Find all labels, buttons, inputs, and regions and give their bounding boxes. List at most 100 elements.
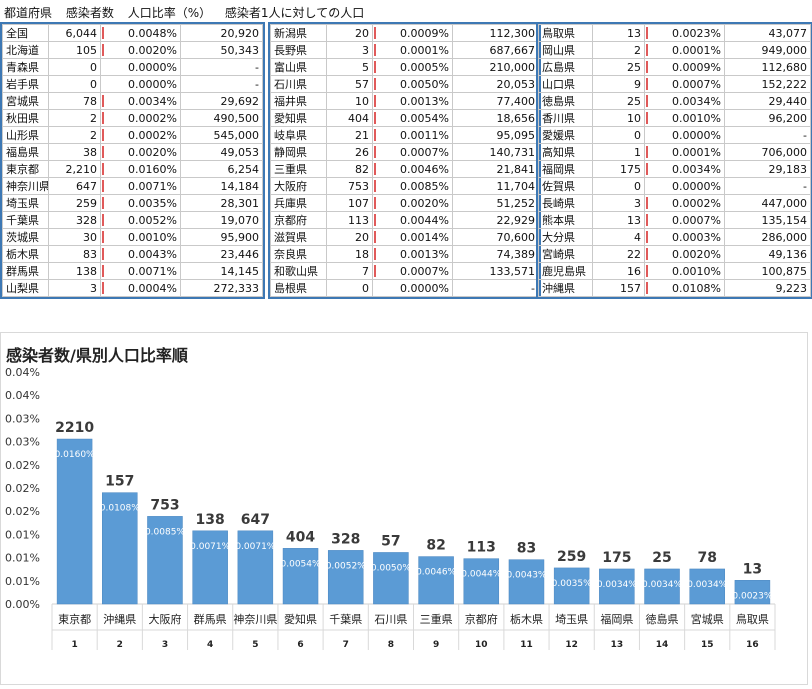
rank-label: 8 bbox=[388, 640, 394, 650]
rate-text: 0.0054% bbox=[400, 111, 449, 125]
people-per-case: 18,656 bbox=[452, 109, 539, 127]
infection-count: 13 bbox=[592, 211, 645, 229]
table-row: 愛媛県 0 0.0000% - bbox=[538, 126, 811, 144]
prefecture-name: 石川県 bbox=[270, 75, 327, 93]
rank-label: 15 bbox=[701, 640, 714, 650]
prefecture-name: 岡山県 bbox=[538, 41, 593, 59]
y-tick-label: 0.04% bbox=[5, 366, 40, 379]
category-label: 栃木県 bbox=[510, 612, 543, 626]
rate-text: 0.0001% bbox=[672, 145, 721, 159]
population-rate: 0.0054% bbox=[372, 109, 453, 127]
count-label: 57 bbox=[381, 533, 400, 549]
rate-databar bbox=[646, 27, 648, 39]
table-row: 京都府 113 0.0044% 22,929 bbox=[270, 211, 539, 229]
population-rate: 0.0009% bbox=[372, 24, 453, 42]
prefecture-name: 青森県 bbox=[2, 58, 49, 76]
population-rate: 0.0000% bbox=[372, 279, 453, 297]
prefecture-name: 神奈川県 bbox=[2, 177, 49, 195]
rate-text: 0.0011% bbox=[400, 128, 449, 142]
rate-text: 0.0048% bbox=[128, 26, 177, 40]
infection-count: 25 bbox=[592, 92, 645, 110]
population-rate: 0.0034% bbox=[644, 92, 725, 110]
rate-text: 0.0052% bbox=[128, 213, 177, 227]
category-label: 石川県 bbox=[374, 613, 407, 626]
prefecture-name: 熊本県 bbox=[538, 211, 593, 229]
rank-label: 2 bbox=[117, 640, 123, 650]
category-label: 福岡県 bbox=[600, 612, 633, 626]
rate-text: 0.0085% bbox=[400, 179, 449, 193]
header-rate: 人口比率（%） bbox=[127, 6, 212, 20]
rate-text: 0.0034% bbox=[128, 94, 177, 108]
rate-databar bbox=[646, 265, 648, 277]
prefecture-name: 千葉県 bbox=[2, 211, 49, 229]
table-row: 富山県 5 0.0005% 210,000 bbox=[270, 58, 539, 76]
prefecture-name: 秋田県 bbox=[2, 109, 49, 127]
population-rate: 0.0013% bbox=[372, 92, 453, 110]
prefecture-name: 和歌山県 bbox=[270, 262, 327, 280]
prefecture-name: 兵庫県 bbox=[270, 194, 327, 212]
people-per-case: 286,000 bbox=[724, 228, 811, 246]
bar bbox=[734, 580, 771, 605]
rate-text: 0.0009% bbox=[672, 60, 721, 74]
rate-text: 0.0034% bbox=[672, 162, 721, 176]
rate-databar bbox=[102, 129, 104, 141]
population-rate: 0.0014% bbox=[372, 228, 453, 246]
population-rate: 0.0020% bbox=[100, 41, 181, 59]
table-row: 大分県 4 0.0003% 286,000 bbox=[538, 228, 811, 246]
value-label: 0.0023% bbox=[732, 591, 772, 601]
people-per-case: 447,000 bbox=[724, 194, 811, 212]
people-per-case: - bbox=[180, 75, 263, 93]
value-label: 0.0044% bbox=[461, 570, 501, 580]
prefecture-name: 宮城県 bbox=[2, 92, 49, 110]
people-per-case: 74,389 bbox=[452, 245, 539, 263]
table-row: 大阪府 753 0.0085% 11,704 bbox=[270, 177, 539, 195]
table-row: 埼玉県 259 0.0035% 28,301 bbox=[2, 194, 263, 212]
rate-databar bbox=[646, 163, 648, 175]
rate-text: 0.0010% bbox=[672, 264, 721, 278]
table-row: 山形県 2 0.0002% 545,000 bbox=[2, 126, 263, 144]
rate-databar bbox=[646, 146, 648, 158]
table-row: 鳥取県 13 0.0023% 43,077 bbox=[538, 24, 811, 42]
infection-count: 404 bbox=[326, 109, 373, 127]
people-per-case: 29,183 bbox=[724, 160, 811, 178]
population-rate: 0.0010% bbox=[100, 228, 181, 246]
population-rate: 0.0044% bbox=[372, 211, 453, 229]
prefecture-name: 北海道 bbox=[2, 41, 49, 59]
infection-count: 26 bbox=[326, 143, 373, 161]
infection-count: 38 bbox=[48, 143, 101, 161]
population-rate: 0.0007% bbox=[372, 143, 453, 161]
rate-databar bbox=[102, 146, 104, 158]
population-rate: 0.0001% bbox=[372, 41, 453, 59]
table-row: 秋田県 2 0.0002% 490,500 bbox=[2, 109, 263, 127]
table-row: 奈良県 18 0.0013% 74,389 bbox=[270, 245, 539, 263]
infection-count: 175 bbox=[592, 160, 645, 178]
value-label: 0.0035% bbox=[552, 579, 592, 589]
table-row: 栃木県 83 0.0043% 23,446 bbox=[2, 245, 263, 263]
people-per-case: - bbox=[180, 58, 263, 76]
table-block-2: 新潟県 20 0.0009% 112,300 長野県 3 0.0001% 687,667 富山県… bbox=[268, 22, 541, 299]
infection-count: 328 bbox=[48, 211, 101, 229]
table-row: 福井県 10 0.0013% 77,400 bbox=[270, 92, 539, 110]
rate-text: 0.0000% bbox=[128, 60, 177, 74]
rate-text: 0.0003% bbox=[672, 230, 721, 244]
prefecture-name: 福島県 bbox=[2, 143, 49, 161]
table-row: 山口県 9 0.0007% 152,222 bbox=[538, 75, 811, 93]
value-label: 0.0034% bbox=[642, 580, 682, 590]
people-per-case: 21,841 bbox=[452, 160, 539, 178]
rate-text: 0.0020% bbox=[128, 145, 177, 159]
rate-text: 0.0034% bbox=[672, 94, 721, 108]
rank-label: 13 bbox=[611, 640, 624, 650]
rate-databar bbox=[102, 44, 104, 56]
count-label: 328 bbox=[331, 531, 360, 547]
bar bbox=[508, 559, 545, 605]
count-label: 138 bbox=[196, 512, 225, 528]
population-rate: 0.0002% bbox=[100, 109, 181, 127]
prefecture-name: 宮崎県 bbox=[538, 245, 593, 263]
people-per-case: 6,254 bbox=[180, 160, 263, 178]
prefecture-name: 三重県 bbox=[270, 160, 327, 178]
prefecture-name: 福岡県 bbox=[538, 160, 593, 178]
bar bbox=[237, 530, 274, 605]
y-tick-label: 0.02% bbox=[5, 505, 40, 518]
category-label: 三重県 bbox=[420, 612, 453, 626]
table-row: 和歌山県 7 0.0007% 133,571 bbox=[270, 262, 539, 280]
